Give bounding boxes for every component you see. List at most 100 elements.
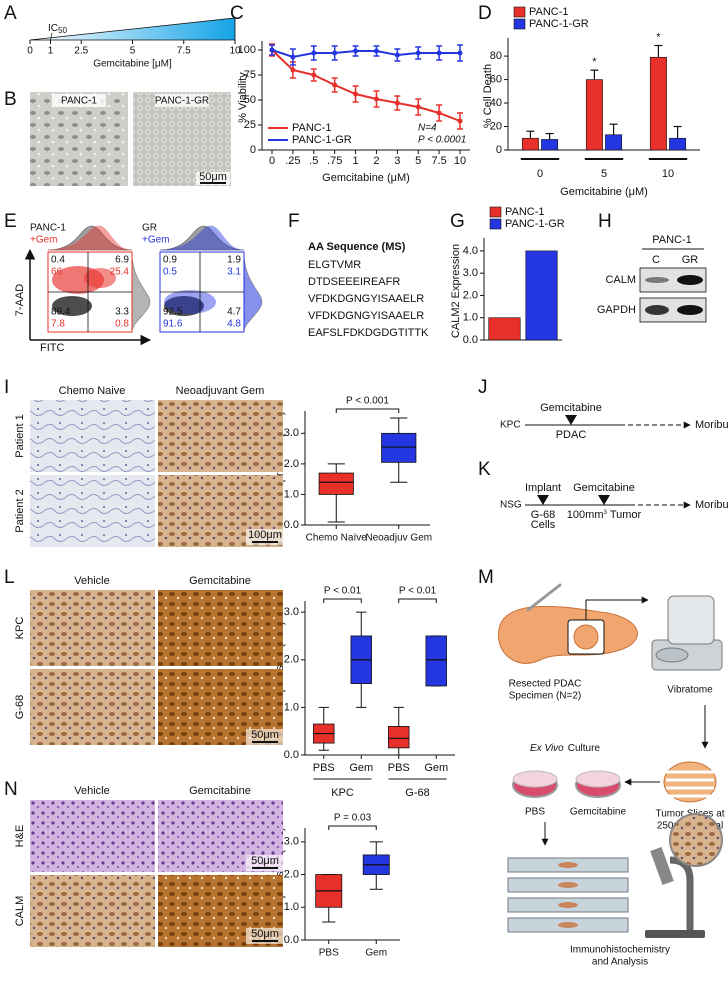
tissue-section xyxy=(558,902,578,908)
ic50-pointer xyxy=(50,32,53,41)
forceps xyxy=(526,583,562,612)
error-bar xyxy=(590,69,599,80)
y-axis-label: % Cell Death xyxy=(482,64,494,128)
table-title: AA Sequence (MS) xyxy=(308,241,406,253)
histogram-control xyxy=(159,225,245,251)
x-axis-label: Gemcitabine (μM) xyxy=(560,186,648,198)
y-tick-label: 75 xyxy=(244,69,256,81)
band xyxy=(645,305,669,315)
x-tick-label: 10 xyxy=(454,155,466,167)
y-tick-label: 80 xyxy=(490,50,502,62)
x-tick-label: Gem xyxy=(365,948,387,959)
legend-label: PANC-1 xyxy=(529,6,569,18)
micrograph xyxy=(30,669,155,745)
image-label: PANC-1-GR xyxy=(155,96,209,107)
sequence: ELGTVMR xyxy=(308,259,361,271)
legend-swatch xyxy=(513,6,526,18)
band xyxy=(677,305,703,315)
vibratome-head xyxy=(667,595,715,645)
y-tick-label: 4.0 xyxy=(463,245,478,257)
x-tick-label: 1 xyxy=(352,155,358,167)
data-point xyxy=(290,67,296,73)
x-tick-label: 10 xyxy=(662,168,674,180)
data-point xyxy=(457,50,463,56)
specimen xyxy=(573,624,599,650)
event-note: 100mm3 Tumor xyxy=(567,509,642,521)
data-point xyxy=(311,72,317,78)
diagram-label: Gemcitabine xyxy=(570,807,627,818)
tick-label: 0 xyxy=(27,46,33,57)
panel-letter: D xyxy=(478,3,492,24)
micrograph xyxy=(30,92,128,186)
y-tick-label: 100 xyxy=(238,44,256,56)
x-tick-label: .5 xyxy=(309,155,318,167)
panel-letter: F xyxy=(288,211,300,232)
text-part: Tumor xyxy=(610,509,642,521)
histogram-side xyxy=(131,251,151,333)
cell-cloud-treated xyxy=(84,268,116,288)
error-bar xyxy=(545,132,554,140)
panel-letter: B xyxy=(4,89,17,110)
event-label: Gemcitabine xyxy=(540,402,602,414)
vibratome-bath xyxy=(655,647,689,663)
axis-label: Gemcitabine [μM] xyxy=(93,59,172,70)
legend-swatch xyxy=(513,18,526,30)
legend-label: PANC-1 xyxy=(505,206,545,218)
text-part: IC xyxy=(48,23,58,34)
histogram-side xyxy=(243,251,263,333)
quadrant-percent: 89.4 xyxy=(51,307,71,318)
x-tick-label: .75 xyxy=(327,155,342,167)
timeline-start: KPC xyxy=(500,420,521,431)
quadrant-percent: 4.7 xyxy=(227,307,241,318)
ic50-label: IC50 xyxy=(48,23,67,35)
text-part: Ex Vivo xyxy=(530,743,564,754)
box xyxy=(318,472,354,495)
y-tick-label: 3.0 xyxy=(284,427,299,439)
sequence: EAFSLFDKDGDGTITTK xyxy=(308,327,429,339)
y-axis-label: CALM2 Expression xyxy=(450,244,462,338)
box xyxy=(425,635,447,687)
cell-cloud-control xyxy=(52,296,92,316)
quadrant-percent: 6.9 xyxy=(115,255,129,266)
group-label: G-68 xyxy=(405,787,429,799)
y-tick-label: 1.0 xyxy=(284,488,299,500)
error-bar xyxy=(526,130,535,139)
y-tick-label: 0.0 xyxy=(284,749,299,761)
y-tick-label: 60 xyxy=(490,73,502,85)
event-note: G-68 xyxy=(531,509,555,521)
plot-title: PANC-1 xyxy=(30,223,66,234)
scale-bar-label: 50μm xyxy=(199,171,227,183)
row-label: G-68 xyxy=(14,695,26,719)
quadrant-percent: 7.8 xyxy=(51,319,65,330)
x-tick-label: 5 xyxy=(601,168,607,180)
y-tick-label: 3.0 xyxy=(284,836,299,848)
plot-subtitle: +Gem xyxy=(142,235,170,246)
column-header: Chemo Naive xyxy=(59,385,126,397)
error-bar xyxy=(609,123,618,135)
quadrant-percent: 3.1 xyxy=(227,267,241,278)
x-tick-label: 5 xyxy=(415,155,421,167)
x-tick-label: PBS xyxy=(388,762,410,774)
y-tick-label: 0.0 xyxy=(284,934,299,946)
comparison-bracket xyxy=(335,408,400,413)
scale-bg xyxy=(196,172,230,185)
event-note: PDAC xyxy=(556,429,587,441)
micrograph xyxy=(30,590,155,666)
quadrant-percent: 3.3 xyxy=(115,307,129,318)
column-header: Gemcitabine xyxy=(189,785,251,797)
x-tick-label: PBS xyxy=(319,948,339,959)
quadrant-percent: 91.6 xyxy=(163,319,183,330)
tick-label: 7.5 xyxy=(177,46,191,57)
quadrant-percent: 0.8 xyxy=(115,319,129,330)
bar xyxy=(525,250,558,341)
scale-bar-label: 100μm xyxy=(248,529,282,541)
event-label: Implant xyxy=(525,482,561,494)
x-tick-label: 2 xyxy=(373,155,379,167)
annotation: P < 0.0001 xyxy=(418,135,466,146)
tick-label: 10 xyxy=(229,46,241,57)
data-point xyxy=(415,104,421,110)
column-header: Vehicle xyxy=(74,575,109,587)
data-point xyxy=(436,50,442,56)
x-tick-label: Gem xyxy=(349,762,373,774)
data-point xyxy=(269,47,275,53)
